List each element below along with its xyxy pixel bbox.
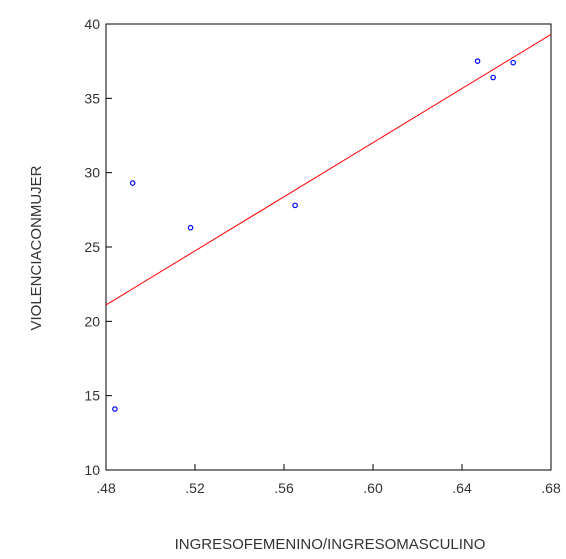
data-point (474, 58, 481, 64)
y-tick-label: 35 (84, 90, 100, 106)
x-tick-label: .52 (185, 480, 205, 496)
data-points (112, 58, 516, 412)
y-tick-label: 30 (84, 165, 100, 181)
y-tick-label: 40 (84, 16, 100, 32)
data-point (129, 180, 136, 186)
data-point (510, 59, 516, 66)
x-axis-ticks: .48 .52 .56 .60 .64 .68 (96, 464, 561, 496)
x-tick-label: .48 (96, 480, 116, 496)
y-tick-label: 25 (84, 239, 100, 255)
data-point (112, 406, 118, 412)
regression-line (105, 33, 552, 306)
data-point (490, 74, 496, 81)
x-axis-title: INGRESOFEMENINO/INGRESOMASCULINO (175, 536, 486, 553)
y-tick-label: 20 (84, 313, 100, 329)
x-tick-label: .56 (274, 480, 294, 496)
y-tick-label: 10 (84, 462, 100, 478)
x-tick-label: .60 (363, 480, 383, 496)
regression-line-group (105, 33, 552, 306)
data-point (187, 224, 194, 231)
y-tick-label: 15 (84, 388, 100, 404)
data-point (292, 202, 298, 209)
plot-frame (105, 23, 552, 471)
y-axis-ticks: 10 15 20 25 30 35 40 (84, 16, 112, 478)
y-axis-title: VIOLENCIACONMUJER (28, 165, 45, 330)
x-tick-label: .64 (452, 480, 472, 496)
x-tick-label: .68 (541, 480, 561, 496)
